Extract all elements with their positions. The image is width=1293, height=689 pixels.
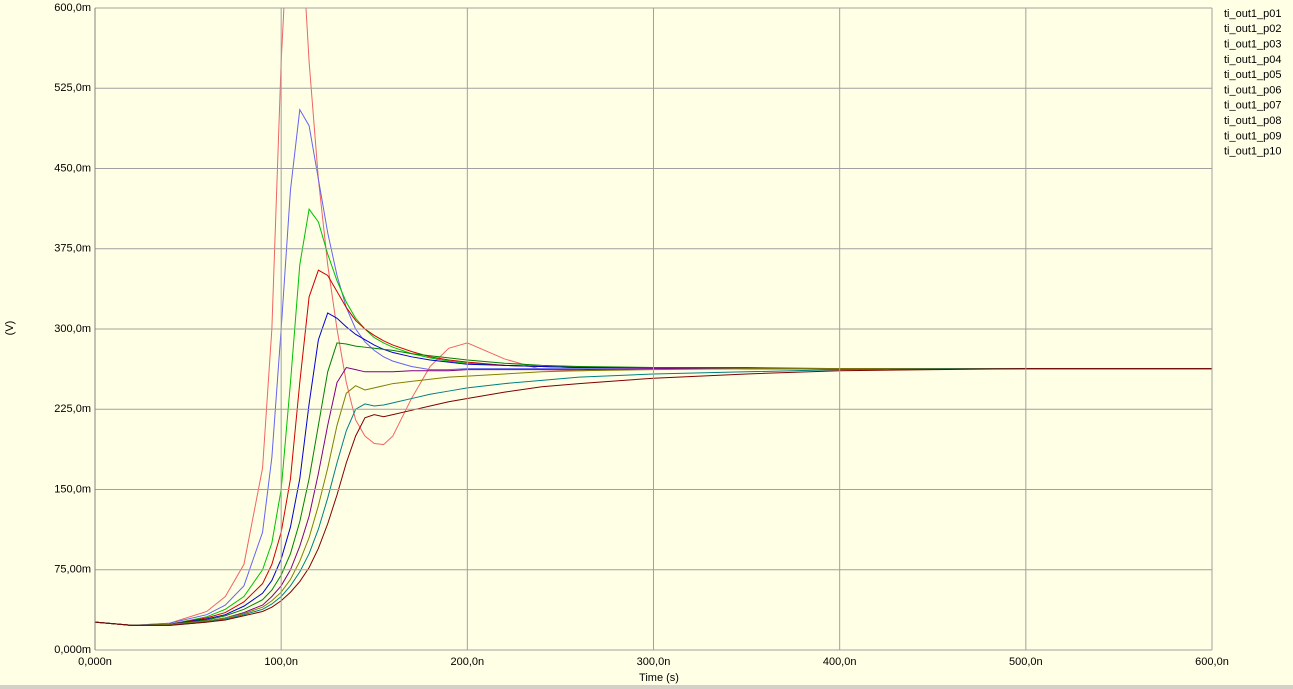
x-tick-label: 0,000n bbox=[78, 656, 112, 668]
legend-entry: ti_out1_p04 bbox=[1224, 54, 1282, 66]
y-tick-label: 525,0m bbox=[54, 82, 91, 94]
y-axis-label: (V) bbox=[4, 321, 16, 336]
status-strip bbox=[0, 685, 1293, 689]
series-line bbox=[95, 368, 1212, 626]
y-tick-label: 75,00m bbox=[54, 564, 91, 576]
legend-entry: ti_out1_p08 bbox=[1224, 115, 1282, 127]
y-tick-label: 450,0m bbox=[54, 162, 91, 174]
series-line bbox=[95, 342, 1212, 626]
legend-entry: ti_out1_p03 bbox=[1224, 39, 1282, 51]
legend-entry: ti_out1_p09 bbox=[1224, 130, 1282, 142]
x-tick-label: 600,0n bbox=[1195, 656, 1229, 668]
series-line bbox=[95, 312, 1212, 626]
legend-entry: ti_out1_p05 bbox=[1224, 69, 1282, 81]
series-line bbox=[95, 368, 1212, 626]
x-axis-label: Time (s) bbox=[639, 672, 679, 684]
x-tick-label: 400,0n bbox=[823, 656, 857, 668]
y-tick-label: 225,0m bbox=[54, 403, 91, 415]
y-tick-label: 150,0m bbox=[54, 483, 91, 495]
x-tick-label: 500,0n bbox=[1009, 656, 1043, 668]
x-tick-label: 100,0n bbox=[264, 656, 298, 668]
x-tick-label: 300,0n bbox=[637, 656, 671, 668]
y-tick-label: 375,0m bbox=[54, 243, 91, 255]
legend-entry: ti_out1_p06 bbox=[1224, 84, 1282, 96]
y-tick-label: 300,0m bbox=[54, 323, 91, 335]
series-line bbox=[95, 366, 1212, 626]
series-line bbox=[95, 8, 1212, 626]
legend-entry: ti_out1_p01 bbox=[1224, 8, 1282, 20]
legend-entry: ti_out1_p07 bbox=[1224, 100, 1282, 112]
y-tick-label: 600,0m bbox=[54, 2, 91, 14]
y-tick-label: 0,000m bbox=[54, 644, 91, 656]
x-tick-label: 200,0n bbox=[451, 656, 485, 668]
legend-entry: ti_out1_p02 bbox=[1224, 23, 1282, 35]
legend-entry: ti_out1_p10 bbox=[1224, 146, 1282, 158]
